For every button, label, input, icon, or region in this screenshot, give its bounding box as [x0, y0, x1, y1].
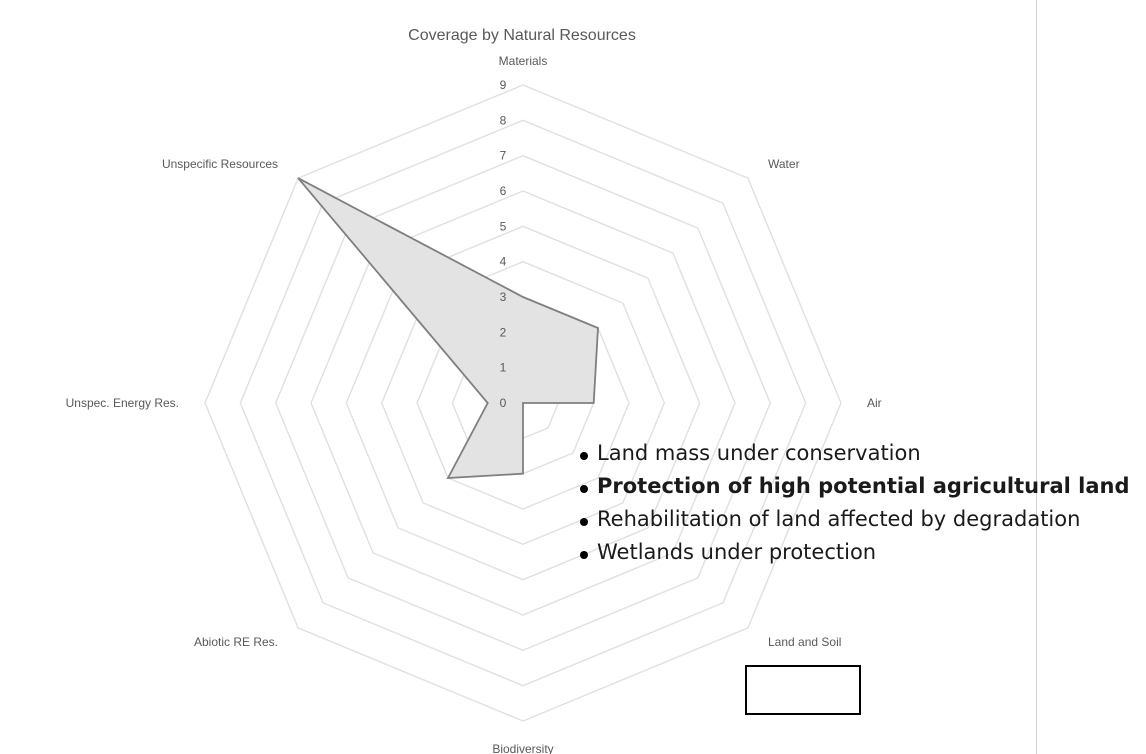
bullet-item: Rehabilitation of land affected by degra…	[580, 502, 1130, 535]
axis-label-materials: Materials	[499, 54, 548, 68]
grid-ring-4	[380, 260, 666, 546]
bullet-item: Wetlands under protection	[580, 535, 1130, 568]
tick-label-8: 8	[500, 113, 507, 127]
bullet-dot-icon	[580, 484, 588, 493]
tick-label-5: 5	[500, 219, 507, 233]
axis-label-unspecific-resources: Unspecific Resources	[162, 157, 278, 171]
data-point-land-and-soil	[522, 402, 524, 404]
data-point-air	[593, 402, 595, 404]
bullet-dot-icon	[580, 451, 588, 460]
data-point-water	[597, 327, 599, 329]
tick-label-1: 1	[500, 361, 507, 375]
grid-ring-6	[310, 190, 736, 616]
data-point-unspecific-resources	[297, 177, 299, 179]
bullet-dot-icon	[580, 517, 588, 526]
bullet-dot-icon	[580, 550, 588, 559]
axis-label-biodiversity: Biodiversity	[492, 742, 553, 754]
highlight-box-land-and-soil	[745, 665, 861, 715]
tick-label-7: 7	[500, 149, 507, 163]
grid-ring-7	[274, 154, 772, 652]
axis-label-abiotic-re-res: Abiotic RE Res.	[194, 635, 278, 649]
tick-label-9: 9	[500, 78, 507, 92]
bullet-text: Protection of high potential agricultura…	[597, 473, 1130, 498]
bullet-item: Land mass under conservation	[580, 436, 1130, 469]
grid-ring-8	[239, 119, 807, 687]
axis-label-air: Air	[867, 396, 882, 410]
axis-label-water: Water	[768, 157, 800, 171]
tick-label-2: 2	[500, 325, 507, 339]
axis-labels: Materials Water Air Land and Soil Biodiversi…	[66, 54, 882, 754]
grid-ring-3	[416, 296, 630, 510]
tick-label-0: 0	[500, 396, 507, 410]
axis-label-land-and-soil: Land and Soil	[768, 635, 841, 649]
data-point-abiotic-re-res-	[447, 477, 449, 479]
radar-series	[297, 177, 599, 479]
radar-grid	[204, 84, 842, 722]
tick-label-4: 4	[500, 255, 507, 269]
annotation-bullet-list: Land mass under conservation Protection o…	[580, 436, 1130, 568]
tick-labels: 0 1 2 3 4 5 6 7 8 9	[500, 78, 507, 410]
tick-label-3: 3	[500, 290, 507, 304]
bullet-text: Land mass under conservation	[597, 440, 921, 465]
data-point-materials	[522, 296, 524, 298]
data-point-unspec-energy-res-	[487, 402, 489, 404]
chart-title: Coverage by Natural Resources	[408, 27, 636, 44]
axis-label-unspec-energy-res: Unspec. Energy Res.	[66, 396, 179, 410]
chart-frame-border	[1036, 0, 1037, 754]
data-point-biodiversity	[522, 473, 524, 475]
grid-ring-9	[204, 84, 842, 722]
grid-ring-5	[345, 225, 701, 581]
bullet-text: Rehabilitation of land affected by degra…	[597, 506, 1081, 531]
bullet-text: Wetlands under protection	[597, 539, 877, 564]
tick-label-6: 6	[500, 184, 507, 198]
bullet-item: Protection of high potential agricultura…	[580, 469, 1130, 502]
series-area-0	[297, 177, 599, 479]
